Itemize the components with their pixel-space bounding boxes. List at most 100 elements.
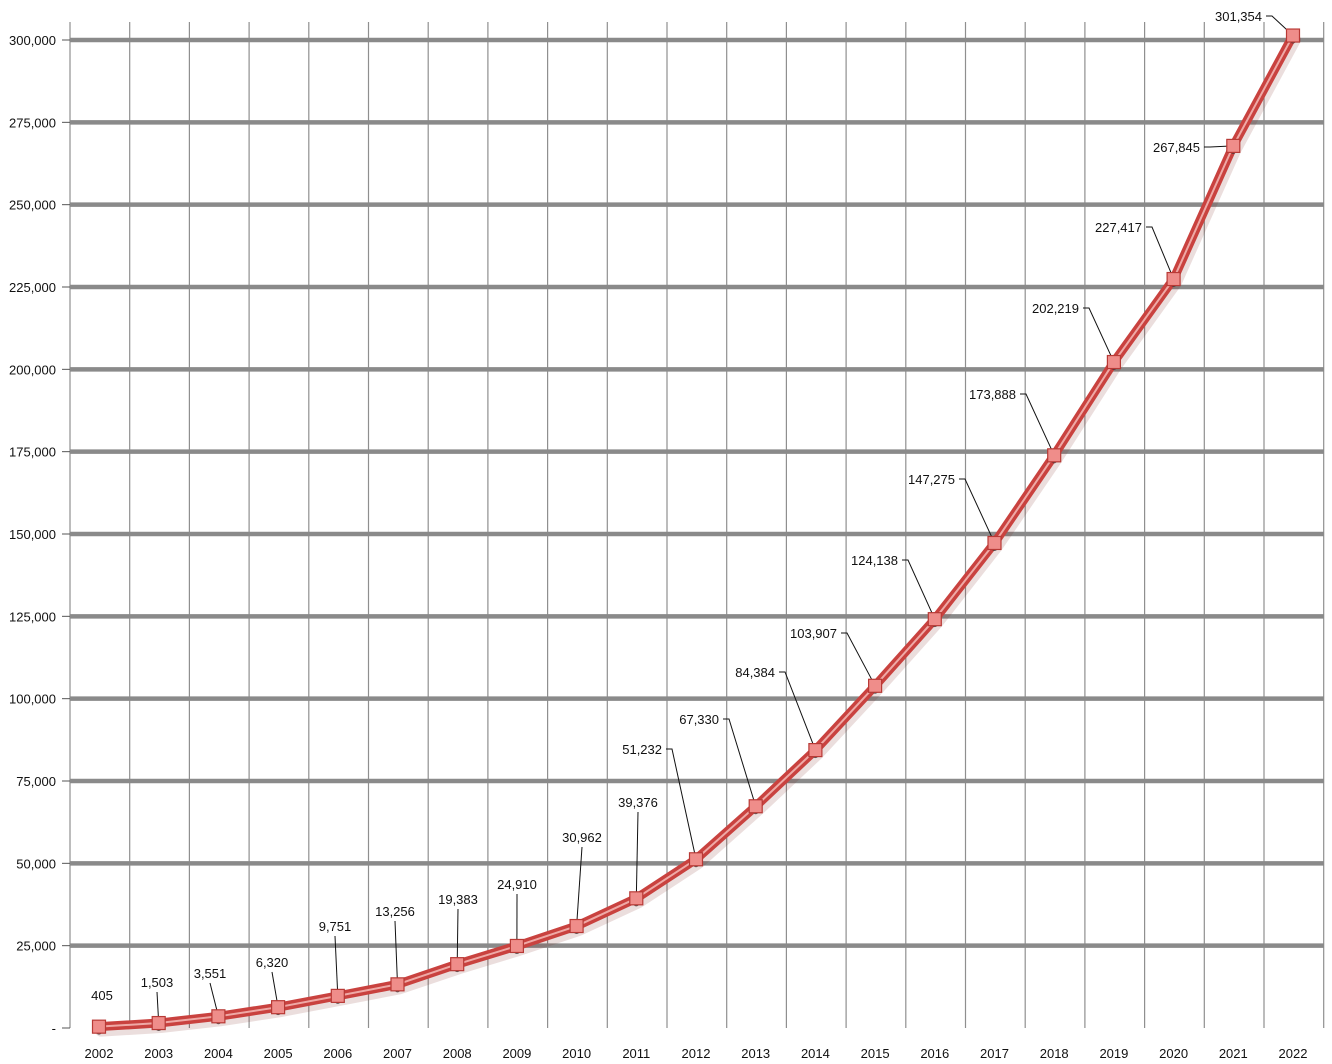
x-tick-label: 2002 <box>85 1046 114 1061</box>
data-markers <box>91 28 1301 1035</box>
y-tick-label: 250,000 <box>9 198 56 213</box>
data-marker <box>629 891 644 906</box>
x-tick-label: 2004 <box>204 1046 233 1061</box>
label-leader <box>456 908 459 965</box>
label-leader <box>1083 307 1115 363</box>
data-label: 24,910 <box>497 877 537 892</box>
x-tick-label: 2013 <box>741 1046 770 1061</box>
data-label: 3,551 <box>194 966 227 981</box>
data-marker <box>1166 271 1181 287</box>
x-tick-label: 2010 <box>562 1046 591 1061</box>
data-marker <box>211 1009 226 1024</box>
y-tick-label: 150,000 <box>9 527 56 542</box>
y-tick-label: 225,000 <box>9 280 56 295</box>
x-tick-label: 2003 <box>144 1046 173 1061</box>
data-label: 13,256 <box>375 904 415 919</box>
data-marker <box>987 535 1002 551</box>
x-tick-label: 2015 <box>861 1046 890 1061</box>
data-marker <box>91 1019 107 1034</box>
data-marker <box>569 918 584 934</box>
data-label: 405 <box>91 988 113 1003</box>
data-marker <box>748 799 763 814</box>
label-leader <box>334 935 339 996</box>
y-tick-label: 175,000 <box>9 445 56 460</box>
x-axis-ticks: 2002 2003 2004 2005 2006 2007 2008 2009 2010 2011… <box>85 1046 1308 1061</box>
x-tick-label: 2007 <box>383 1046 412 1061</box>
label-leader <box>1020 393 1055 456</box>
data-marker <box>1106 354 1122 370</box>
y-tick-label: 100,000 <box>9 692 56 707</box>
series-line-highlight <box>98 34 1294 1028</box>
x-tick-label: 2018 <box>1040 1046 1069 1061</box>
data-label: 67,330 <box>679 712 719 727</box>
y-tick-label: 200,000 <box>9 362 56 377</box>
x-tick-label: 2016 <box>920 1046 949 1061</box>
data-labels: 405 1,503 3,551 6,320 9,751 13,256 19,383 24,91… <box>91 9 1262 1003</box>
label-leader <box>576 846 583 927</box>
data-label: 173,888 <box>969 387 1016 402</box>
data-marker <box>271 1000 286 1015</box>
data-label: 267,845 <box>1153 140 1200 155</box>
x-tick-label: 2021 <box>1219 1046 1248 1061</box>
x-tick-label: 2014 <box>801 1046 830 1061</box>
x-tick-label: 2006 <box>323 1046 352 1061</box>
label-leader <box>394 920 398 985</box>
data-marker <box>330 988 345 1003</box>
y-tick-label: 300,000 <box>9 33 56 48</box>
data-label: 227,417 <box>1095 220 1142 235</box>
data-marker <box>927 612 942 627</box>
x-tick-label: 2017 <box>980 1046 1009 1061</box>
data-marker <box>808 742 823 758</box>
label-leader <box>635 811 639 899</box>
data-marker <box>1226 138 1241 153</box>
data-label: 84,384 <box>735 665 775 680</box>
label-leader <box>1146 226 1175 280</box>
label-leader <box>1204 145 1234 148</box>
label-leader-lines <box>156 15 1294 1024</box>
data-label: 1,503 <box>141 975 174 990</box>
data-label: 301,354 <box>1215 9 1262 24</box>
y-tick-label: 125,000 <box>9 609 56 624</box>
y-tick-label: 50,000 <box>16 856 56 871</box>
data-label: 6,320 <box>256 955 289 970</box>
label-leader <box>666 748 697 860</box>
data-label: 9,751 <box>319 919 352 934</box>
data-marker <box>450 957 465 972</box>
data-label: 103,907 <box>790 626 837 641</box>
data-marker <box>1047 448 1062 463</box>
label-leader <box>902 559 936 620</box>
x-tick-label: 2005 <box>264 1046 293 1061</box>
data-label: 30,962 <box>562 830 602 845</box>
data-label: 19,383 <box>438 892 478 907</box>
data-marker <box>867 678 883 693</box>
x-tick-label: 2022 <box>1279 1046 1308 1061</box>
data-label: 202,219 <box>1032 301 1079 316</box>
series-line <box>94 31 1298 1032</box>
data-marker <box>151 1015 166 1031</box>
data-label: 51,232 <box>622 742 662 757</box>
data-label: 124,138 <box>851 553 898 568</box>
label-leader <box>723 718 757 807</box>
y-tick-label: - <box>52 1021 56 1036</box>
label-leader <box>959 478 995 544</box>
data-marker <box>509 938 524 954</box>
data-label: 147,275 <box>908 472 955 487</box>
x-tick-label: 2008 <box>443 1046 472 1061</box>
label-leader <box>841 632 876 687</box>
y-tick-label: 25,000 <box>16 939 56 954</box>
x-tick-label: 2020 <box>1159 1046 1188 1061</box>
x-tick-label: 2011 <box>622 1046 650 1061</box>
y-axis-ticks: - 25,000 50,000 75,000 100,000 125,000 150,000… <box>9 33 70 1036</box>
label-leader <box>779 671 816 751</box>
data-marker <box>688 852 704 867</box>
data-marker <box>390 977 405 992</box>
grid <box>69 22 1325 1028</box>
data-marker <box>1285 28 1301 43</box>
y-tick-label: 75,000 <box>16 774 56 789</box>
y-tick-label: 275,000 <box>9 115 56 130</box>
x-tick-label: 2012 <box>682 1046 711 1061</box>
x-tick-label: 2009 <box>502 1046 531 1061</box>
data-label: 39,376 <box>618 795 658 810</box>
x-tick-label: 2019 <box>1099 1046 1128 1061</box>
